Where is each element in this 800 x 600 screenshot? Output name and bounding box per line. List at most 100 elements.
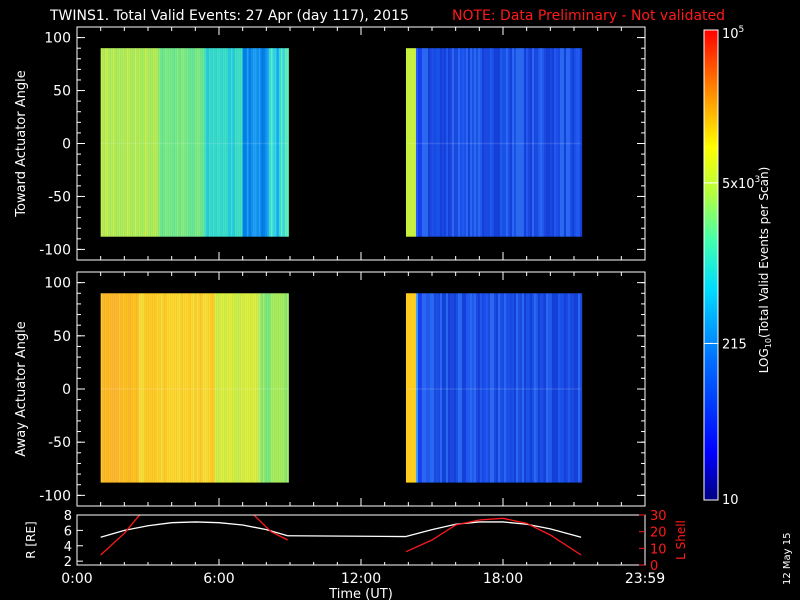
heatmap-column: [252, 48, 255, 237]
heatmap-column: [425, 293, 429, 483]
heatmap-column: [242, 293, 245, 483]
heatmap-column: [256, 48, 259, 237]
heatmap-column: [236, 293, 239, 483]
heatmap-column: [250, 293, 253, 483]
heatmap-column: [565, 48, 569, 237]
heatmap-column: [487, 293, 491, 483]
heatmap-column: [104, 48, 107, 237]
heatmap-column: [200, 293, 203, 483]
heatmap-column: [473, 293, 477, 483]
heatmap-column: [417, 48, 421, 237]
heatmap-column: [569, 293, 573, 483]
heatmap-column: [507, 48, 511, 237]
heatmap-column: [513, 293, 517, 483]
heatmap-column: [427, 293, 431, 483]
heatmap-column: [276, 48, 279, 237]
heatmap-column: [276, 293, 279, 483]
colorbar-gradient: [703, 29, 719, 501]
heatmap-column: [555, 48, 559, 237]
heatmap-column: [154, 48, 157, 237]
heatmap-column: [563, 293, 567, 483]
heatmap-column: [138, 48, 141, 237]
heatmap-column: [505, 48, 509, 237]
heatmap-column: [196, 293, 199, 483]
heatmap-column: [202, 293, 205, 483]
heatmap-column: [539, 293, 543, 483]
heatmap-column: [250, 48, 253, 237]
heatmap-column: [214, 48, 217, 237]
radius-line: [405, 521, 582, 538]
heatmap-column: [150, 48, 153, 237]
heatmap-column: [230, 293, 233, 483]
heatmap-column: [447, 48, 451, 237]
heatmap-column: [284, 48, 287, 237]
y-tick-label: 6: [64, 524, 72, 539]
heatmap-column: [176, 48, 179, 237]
heatmap-column: [134, 48, 137, 237]
y-tick-label-right: 10: [650, 542, 667, 557]
heatmap-column: [218, 48, 221, 237]
heatmap-column: [495, 48, 499, 237]
heatmap-column: [128, 293, 131, 483]
y-tick-label: 8: [64, 509, 72, 524]
heatmap-column: [463, 293, 467, 483]
heatmap-column: [214, 293, 217, 483]
heatmap-column: [509, 48, 513, 237]
heatmap-column: [128, 48, 131, 237]
heatmap-column: [515, 48, 519, 237]
heatmap-column: [471, 48, 475, 237]
heatmap-column: [487, 48, 491, 237]
heatmap-column: [521, 293, 525, 483]
heatmap-column: [138, 293, 141, 483]
date-stamp: 12 May 15: [782, 533, 793, 585]
heatmap-column: [236, 48, 239, 237]
heatmap-column: [549, 48, 553, 237]
heatmap-column: [244, 48, 247, 237]
y-axis-label-right: L Shell: [674, 520, 688, 560]
heatmap-column: [477, 48, 481, 237]
heatmap-column: [517, 293, 521, 483]
heatmap-column: [483, 293, 487, 483]
heatmap-column: [489, 293, 493, 483]
heatmap-column: [433, 48, 437, 237]
colorbar-tick-label: 10: [722, 493, 739, 508]
heatmap-column: [116, 293, 119, 483]
heatmap-column: [182, 293, 185, 483]
heatmap-column: [126, 293, 129, 483]
heatmap-column: [557, 293, 561, 483]
heatmap-column: [192, 293, 195, 483]
heatmap-column: [184, 293, 187, 483]
heatmap-column: [539, 48, 543, 237]
heatmap-column: [264, 293, 267, 483]
heatmap-column: [491, 48, 495, 237]
heatmap-column: [202, 48, 205, 237]
heatmap-column: [499, 293, 503, 483]
heatmap-column: [174, 293, 177, 483]
heatmap-column: [160, 293, 163, 483]
heatmap-column: [244, 293, 247, 483]
heatmap-column: [425, 48, 429, 237]
x-tick-label: 0:00: [61, 571, 92, 587]
heatmap-column: [180, 293, 183, 483]
heatmap-column: [188, 48, 191, 237]
heatmap-column: [190, 48, 193, 237]
heatmap-column: [194, 48, 197, 237]
heatmap-column: [258, 293, 261, 483]
heatmap-column: [459, 48, 463, 237]
heatmap-column: [573, 293, 577, 483]
heatmap-column: [260, 48, 263, 237]
y-tick-label: 100: [44, 276, 71, 292]
heatmap-column: [415, 48, 419, 237]
heatmap-column: [537, 293, 541, 483]
heatmap-column: [465, 48, 469, 237]
heatmap-column: [216, 293, 219, 483]
heatmap-column: [533, 48, 537, 237]
colorbar-label: LOG10(Total Valid Events per Scan): [757, 167, 773, 374]
heatmap-column: [208, 293, 211, 483]
heatmap-column: [284, 293, 287, 483]
heatmap-column: [523, 293, 527, 483]
heatmap-column: [575, 48, 579, 237]
heatmap-column: [156, 293, 159, 483]
heatmap-column: [272, 48, 275, 237]
heatmap-column: [437, 293, 441, 483]
